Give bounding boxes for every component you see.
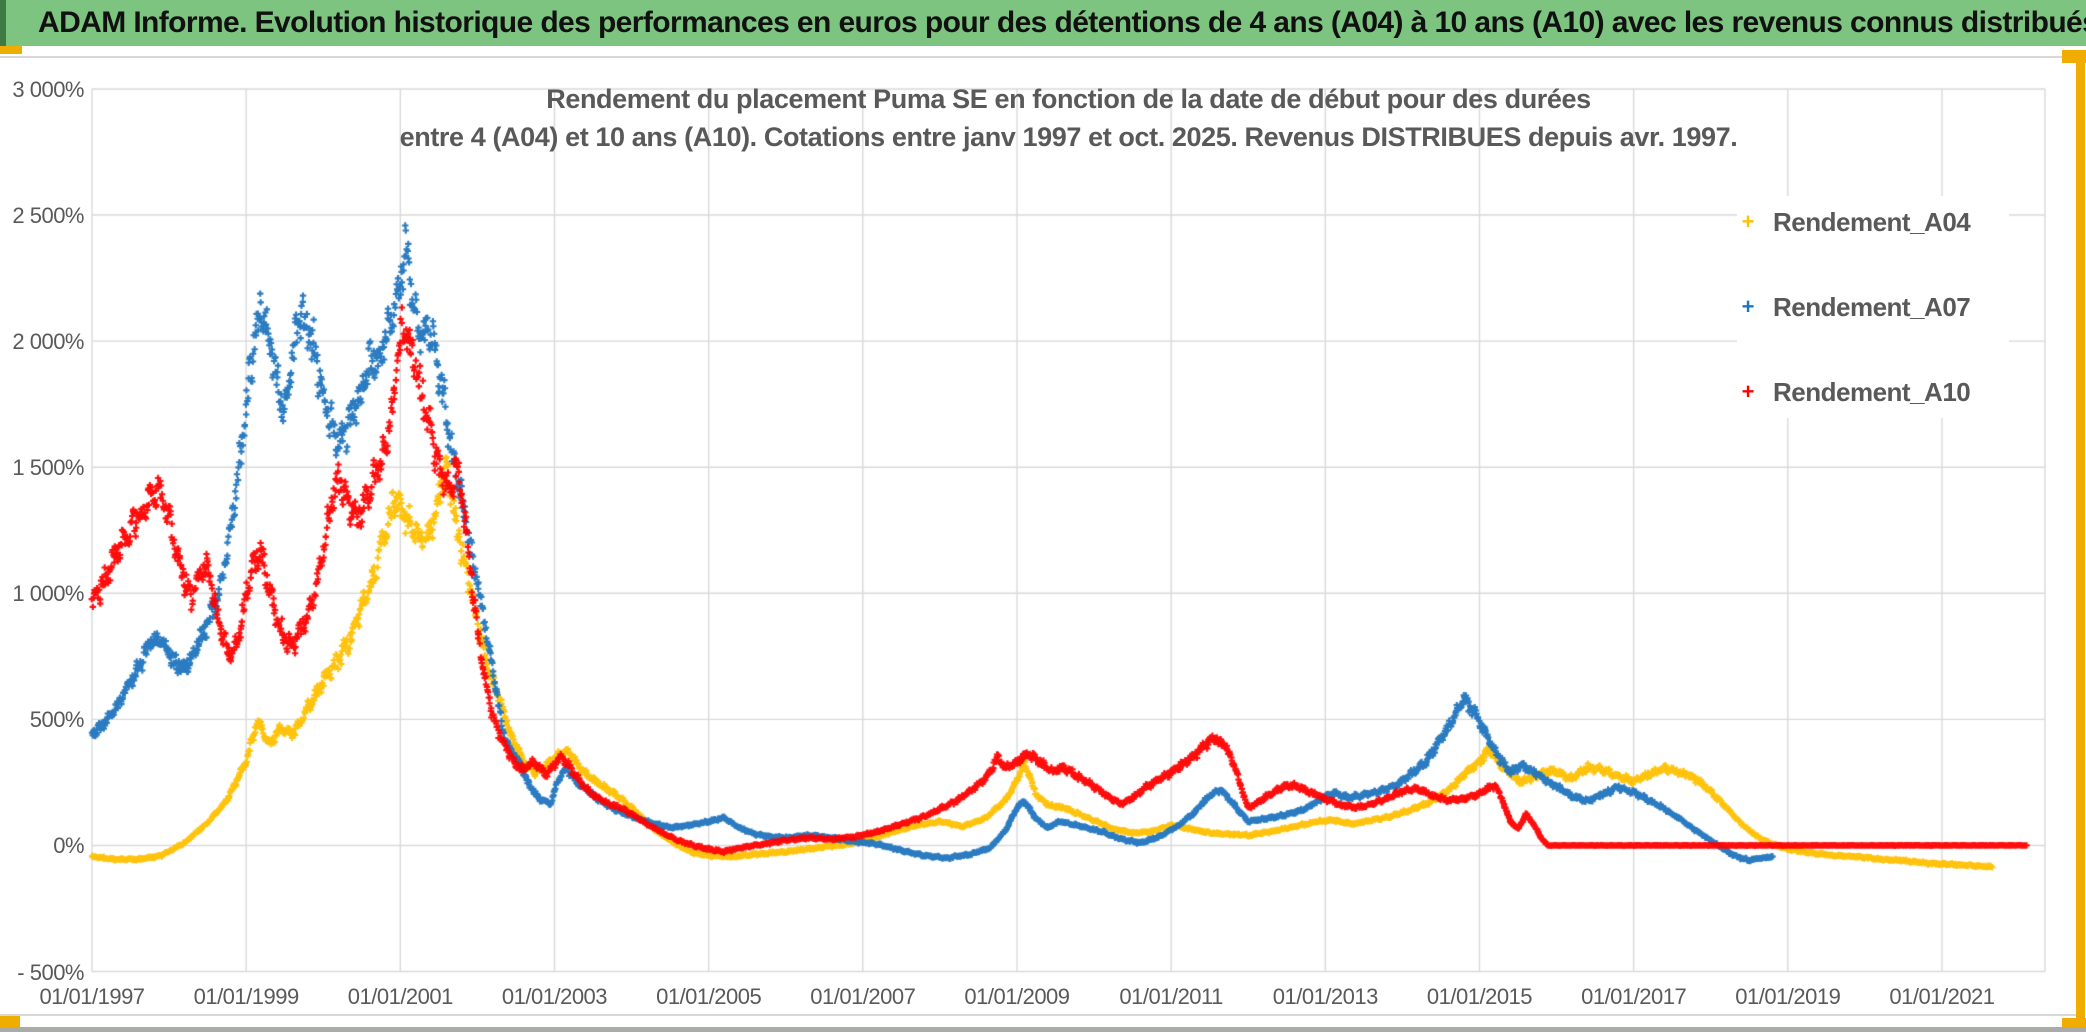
divider-bottom [0, 1014, 2076, 1016]
x-axis-tick: 01/01/2005 [656, 984, 762, 1009]
y-axis-tick: 2 500% [12, 203, 84, 229]
x-axis-tick: 01/01/2007 [810, 984, 916, 1009]
x-axis-tick: 01/01/2001 [347, 984, 454, 1009]
y-axis-tick: - 500% [17, 959, 84, 985]
chart-title-line1: Rendement du placement Puma SE en foncti… [546, 84, 1591, 114]
plus-marker-icon: + [1741, 294, 1755, 319]
legend-item-a04[interactable]: + Rendement_A04 [1737, 204, 2009, 240]
x-axis-tick: 01/01/2017 [1581, 984, 1687, 1009]
x-axis-tick: 01/01/1999 [193, 984, 300, 1009]
x-axis-tick: 01/01/2015 [1426, 984, 1533, 1009]
x-axis-tick: 01/01/2019 [1735, 984, 1841, 1009]
legend: + Rendement_A04 + Rendement_A07 + Rendem… [1737, 196, 2009, 418]
legend-label: Rendement_A04 [1773, 206, 1971, 237]
legend-item-a10[interactable]: + Rendement_A10 [1737, 374, 2009, 410]
x-axis-tick: 01/01/2009 [964, 984, 1070, 1009]
chart-title: Rendement du placement Puma SE en foncti… [92, 80, 2045, 156]
slide-edge-marker-top-right [2062, 50, 2086, 63]
slide-edge-marker-right [2076, 50, 2085, 1032]
y-axis-tick: 3 000% [12, 77, 84, 102]
y-axis-tick: 0% [53, 833, 84, 859]
x-axis-tick: 01/01/2011 [1119, 984, 1223, 1009]
y-axis-tick: 2 000% [12, 329, 84, 355]
legend-label: Rendement_A10 [1773, 376, 1971, 407]
x-axis-tick: 01/01/2013 [1272, 984, 1379, 1009]
y-axis-tick: 1 500% [12, 455, 84, 481]
chart-title-line2: entre 4 (A04) et 10 ans (A10). Cotations… [399, 122, 1738, 152]
y-axis-tick: 500% [29, 707, 85, 733]
y-axis-tick: 1 000% [12, 581, 84, 607]
plus-marker-icon: + [1741, 379, 1755, 404]
legend-item-a07[interactable]: + Rendement_A07 [1737, 289, 2009, 325]
plus-marker-icon: + [1741, 209, 1755, 234]
legend-label: Rendement_A07 [1773, 291, 1971, 322]
x-axis-tick: 01/01/2003 [501, 984, 608, 1009]
bottom-bar [0, 1027, 2086, 1032]
x-axis-tick: 01/01/2021 [1889, 984, 1995, 1009]
x-axis-tick: 01/01/1997 [39, 984, 145, 1009]
